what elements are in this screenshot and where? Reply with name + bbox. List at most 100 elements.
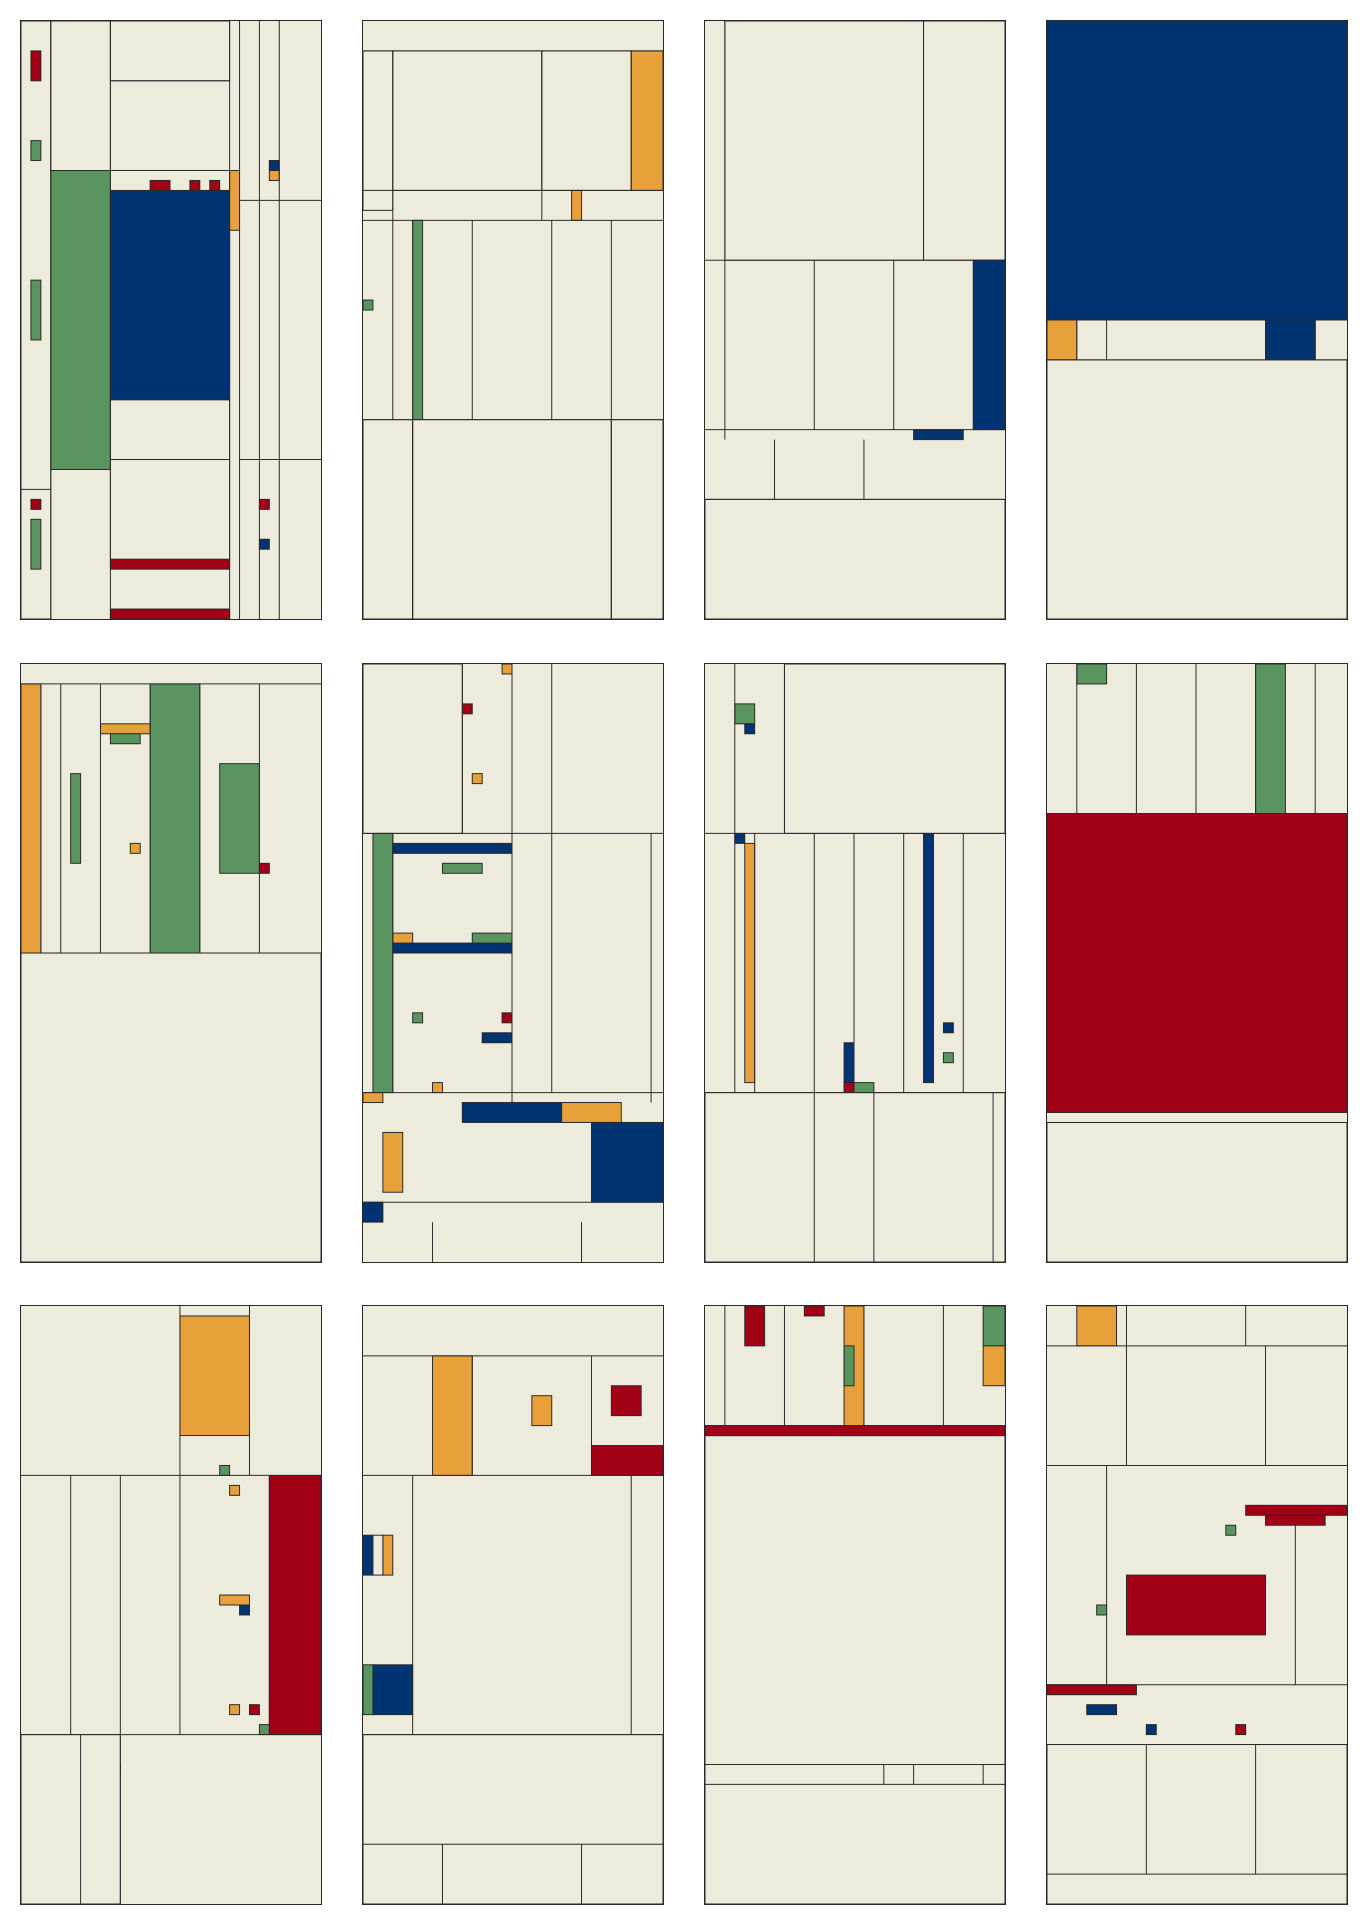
green-block [441, 862, 483, 874]
orange-block [531, 1395, 553, 1427]
orange-block [382, 1534, 394, 1576]
red-block [248, 1704, 260, 1716]
cream-block [363, 50, 394, 211]
green-block [1225, 1524, 1237, 1536]
red-block [461, 703, 473, 715]
green-block [70, 773, 82, 864]
orange-block [382, 1131, 404, 1193]
cream-block [1047, 359, 1347, 619]
cream-block [1047, 1121, 1347, 1262]
blue-block [1265, 319, 1316, 361]
green-block [1076, 664, 1108, 685]
orange-block [982, 1345, 1005, 1387]
composition-p5-svg [21, 683, 321, 1262]
red-block [258, 862, 270, 874]
composition-p4-svg [1047, 21, 1347, 619]
green-block [50, 170, 111, 470]
cream-block [705, 1092, 1005, 1262]
blue-block [363, 1534, 374, 1576]
cream-block [50, 21, 111, 171]
orange-block [501, 664, 513, 675]
red-block [209, 179, 221, 191]
cream-block [363, 664, 463, 834]
blue-block [1145, 1724, 1157, 1736]
blue-block [942, 1022, 954, 1034]
red-block [1047, 1684, 1137, 1696]
cream-block [705, 498, 1005, 619]
cream-block [705, 1435, 1005, 1904]
orange-block [630, 50, 663, 191]
red-block [1245, 1504, 1347, 1516]
composition-p1-svg [21, 21, 321, 619]
blue-block [239, 1604, 250, 1616]
blue-block [392, 842, 513, 854]
orange-block [432, 1355, 473, 1476]
cream-block [109, 459, 231, 560]
composition-panel-9 [20, 1305, 322, 1905]
composition-p8-svg [1047, 664, 1347, 1262]
red-block [268, 1474, 321, 1736]
red-block [610, 1385, 642, 1417]
orange-block [268, 170, 280, 181]
orange-block [229, 1484, 241, 1496]
cream-block [363, 1734, 663, 1904]
orange-block [363, 1092, 384, 1104]
green-block [942, 1052, 954, 1064]
blue-block [744, 723, 756, 735]
composition-panel-11 [704, 1305, 1006, 1905]
green-block [219, 1464, 231, 1476]
green-block [1255, 664, 1286, 814]
composition-p7-svg [705, 664, 1005, 1262]
cream-block [541, 50, 632, 191]
orange-block [1047, 319, 1078, 361]
cream-block [1047, 1744, 1347, 1904]
orange-block [229, 1704, 241, 1716]
red-block [590, 1445, 663, 1476]
red-block [109, 558, 231, 570]
red-block [149, 179, 171, 191]
composition-p3-svg [705, 21, 1005, 619]
cream-block [372, 1534, 384, 1576]
cream-block [21, 1734, 121, 1904]
red-block [30, 498, 42, 510]
composition-p12-svg [1047, 1306, 1347, 1904]
blue-block [372, 1664, 414, 1716]
orange-block [229, 170, 241, 231]
red-block [1235, 1724, 1247, 1736]
cream-block [109, 399, 231, 461]
green-block [982, 1306, 1005, 1347]
red-block [189, 179, 201, 191]
composition-panel-2 [362, 20, 664, 620]
green-block [1096, 1604, 1108, 1616]
blue-block [461, 1102, 563, 1123]
cream-block [724, 21, 925, 261]
red-block [803, 1306, 825, 1317]
composition-panel-3 [704, 20, 1006, 620]
green-block [372, 832, 394, 1094]
red-block [705, 1425, 1005, 1437]
orange-block [21, 683, 42, 954]
orange-block [392, 932, 414, 944]
green-block [734, 703, 756, 725]
blue-block [913, 429, 964, 441]
orange-block [179, 1315, 250, 1437]
red-block [843, 1082, 855, 1094]
blue-block [363, 1201, 384, 1223]
red-block [258, 498, 270, 510]
cream-block [363, 419, 414, 619]
cream-block [610, 419, 663, 619]
blue-block [843, 1042, 855, 1084]
green-block [843, 1345, 855, 1387]
orange-block [571, 189, 583, 221]
blue-block [923, 832, 934, 1084]
cream-block [923, 21, 1005, 261]
green-block [412, 1012, 424, 1024]
green-block [471, 932, 513, 944]
composition-panel-6 [362, 663, 664, 1263]
blue-block [972, 259, 1005, 431]
orange-block [432, 1082, 443, 1094]
cream-block [783, 664, 1005, 834]
composition-panel-12 [1046, 1305, 1348, 1905]
composition-panel-10 [362, 1305, 664, 1905]
